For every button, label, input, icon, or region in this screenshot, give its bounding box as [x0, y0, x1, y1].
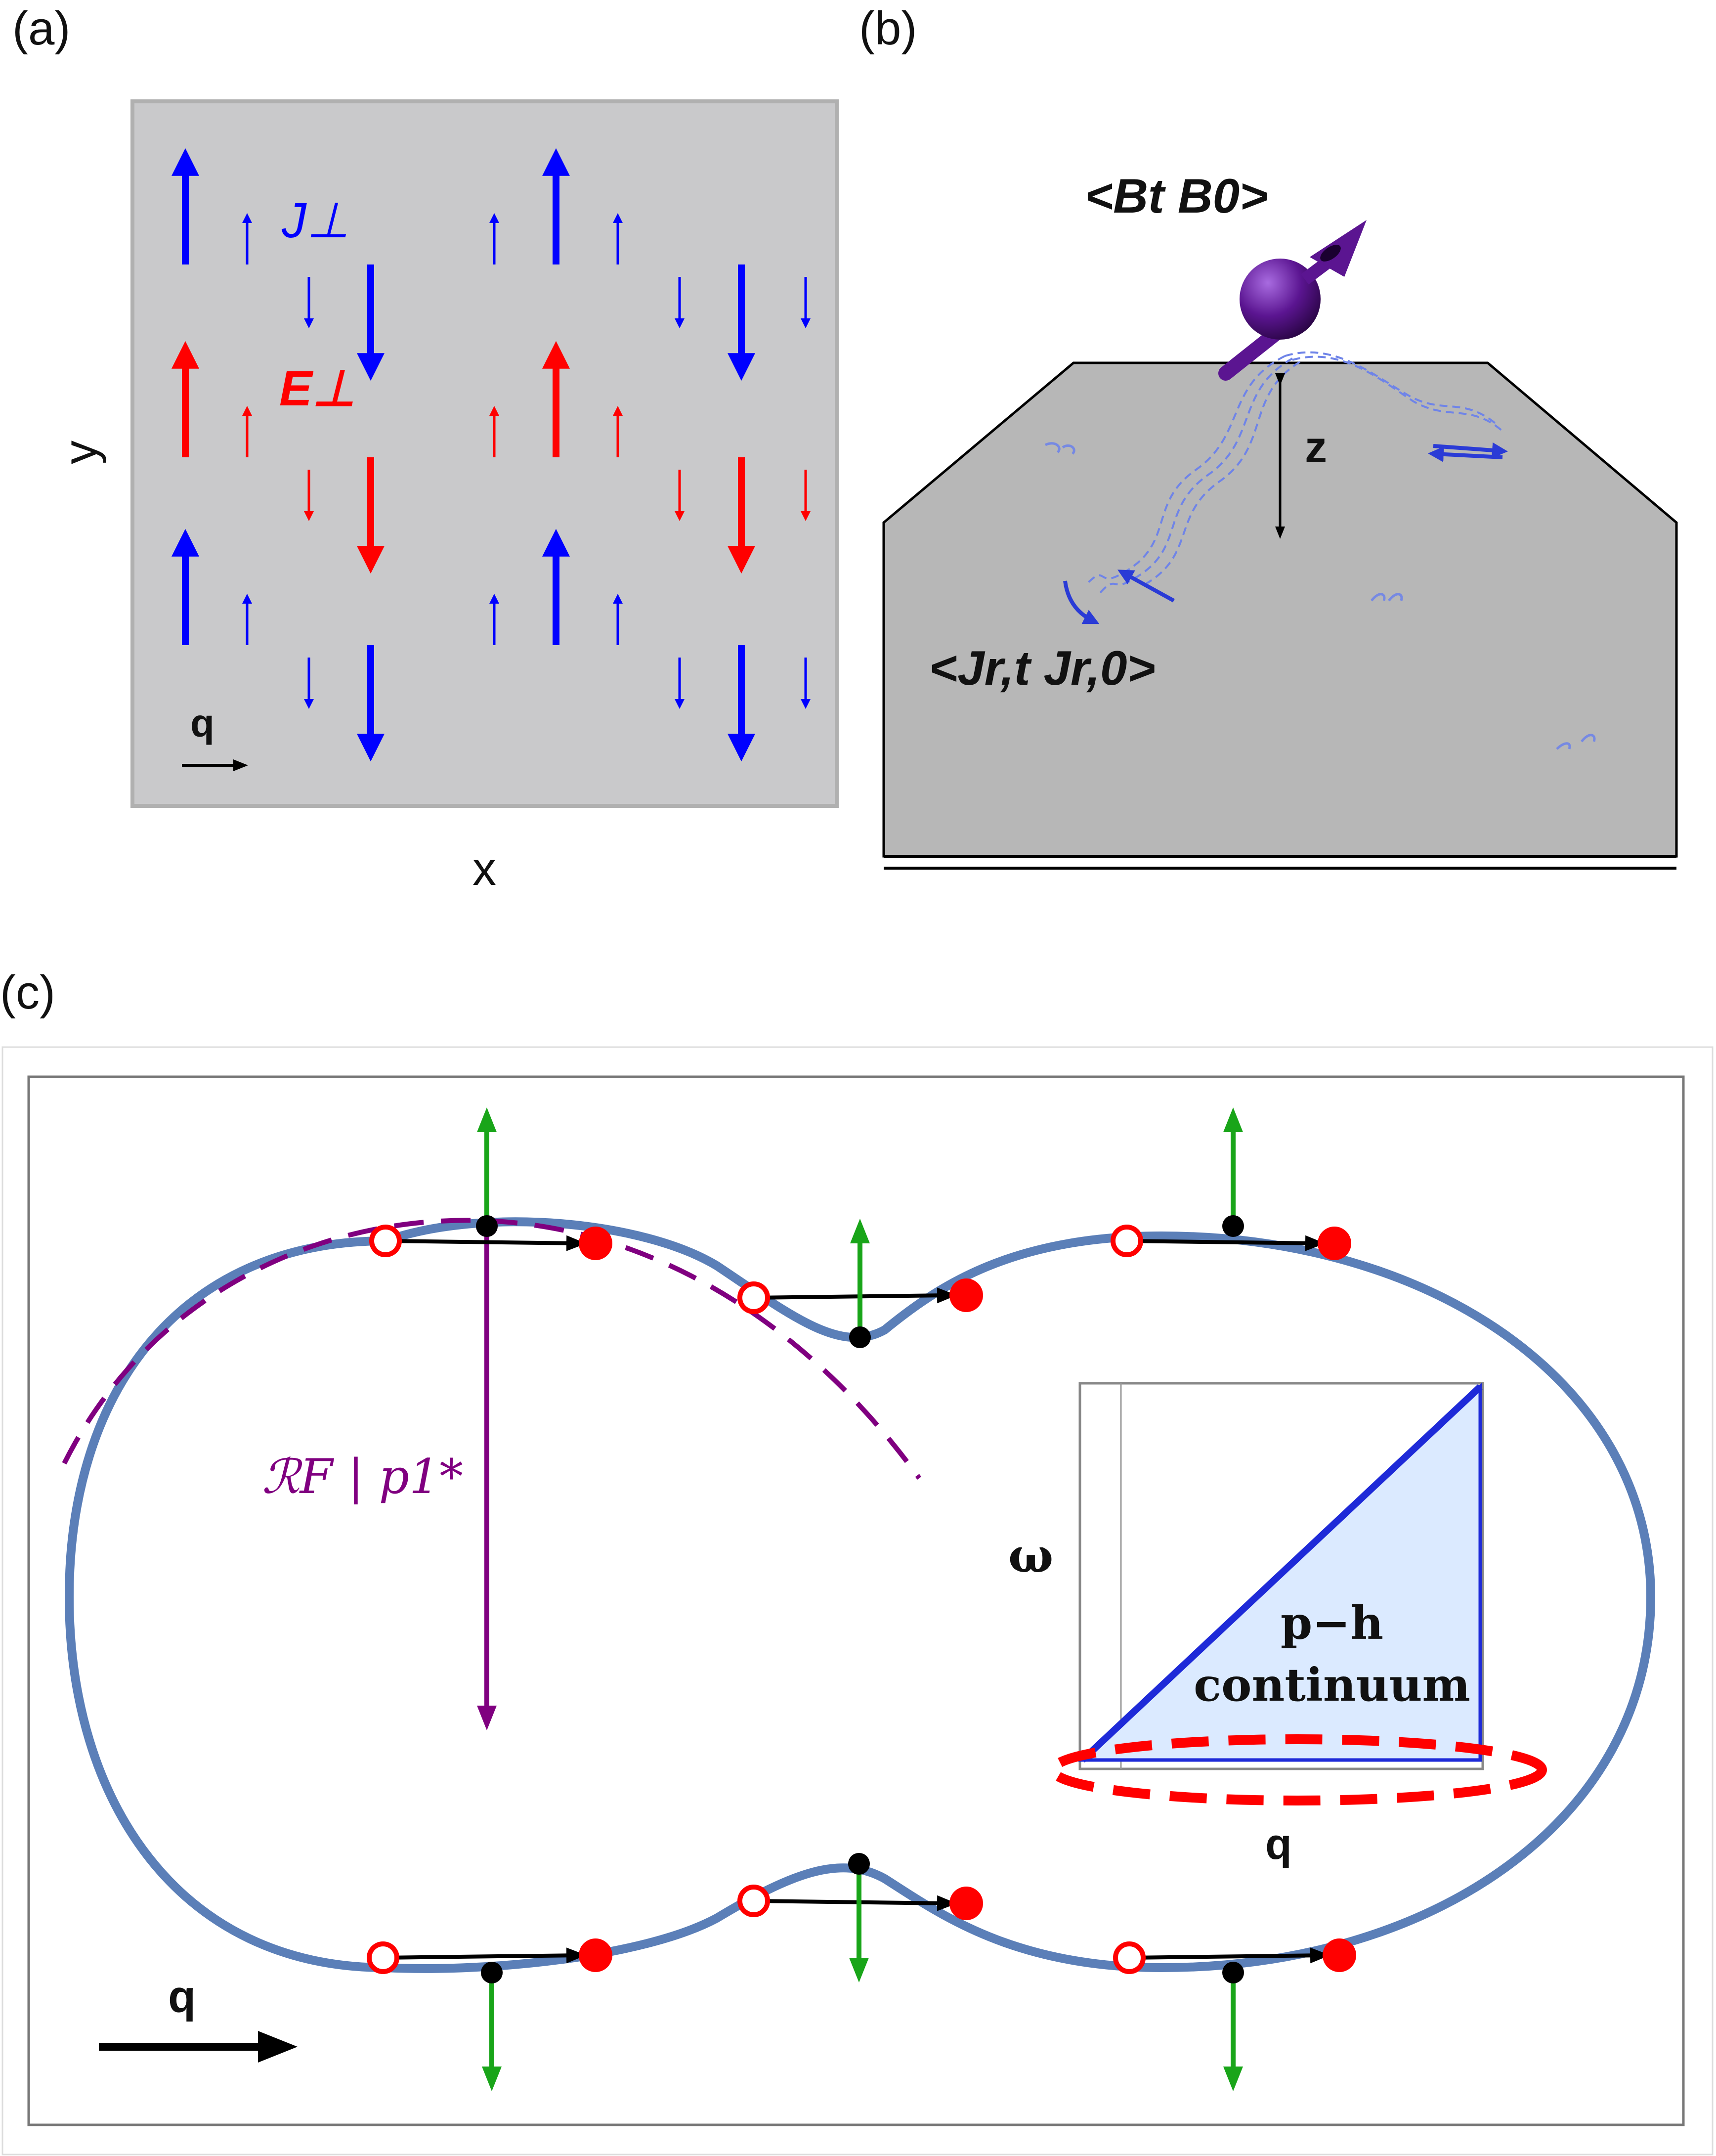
z-label: z — [1305, 423, 1327, 472]
midpoint-marker-2 — [1222, 1215, 1244, 1237]
panel-c-outer-frame — [1, 1046, 1714, 2156]
inset-q-label: q — [1265, 1819, 1292, 1868]
panel-b-label: (b) — [859, 2, 917, 55]
jj-correlator-label: <Jr,t Jr,0> — [929, 641, 1156, 695]
hole-marker-4 — [737, 1885, 770, 1917]
panel-c-label: (c) — [0, 966, 55, 1019]
particle-hole-arrows — [367, 1107, 1356, 2091]
x-axis-label: x — [472, 842, 496, 895]
q-label-a: q — [190, 701, 214, 745]
continuum-label-2: continuum — [1194, 1658, 1470, 1712]
y-axis-label: y — [54, 440, 107, 464]
particle-marker-3 — [579, 1938, 612, 1972]
particle-marker-2 — [1318, 1227, 1351, 1260]
panel-b: (b) z — [859, 2, 1678, 870]
current-loops — [1063, 442, 1508, 624]
hole-marker-2 — [1111, 1225, 1143, 1257]
midpoint-marker-1 — [849, 1326, 871, 1348]
momentum-transfer-arrow-5 — [1129, 1947, 1330, 1964]
curvature-label: ℛF | p1* — [262, 1449, 463, 1504]
continuum-edge — [1080, 1384, 1483, 1763]
spin-probe — [1218, 220, 1367, 381]
midpoint-marker-3 — [481, 1962, 503, 1983]
momentum-transfer-arrow-4 — [753, 1895, 957, 1911]
inset-plot: p−h continuum ω q — [1008, 1382, 1547, 1868]
inset-omega-label: ω — [1008, 1528, 1053, 1584]
midpoint-marker-0 — [476, 1215, 498, 1237]
midpoint-marker-5 — [1222, 1962, 1244, 1983]
current-trails — [1086, 351, 1503, 594]
field-label: E⊥ — [279, 361, 355, 416]
current-label: J⊥ — [281, 193, 349, 248]
hole-marker-1 — [737, 1281, 770, 1314]
hole-marker-5 — [1113, 1941, 1146, 1974]
panel-a-label: (a) — [12, 2, 70, 55]
particle-marker-5 — [1323, 1938, 1356, 1972]
momentum-transfer-arrow-1 — [753, 1287, 957, 1304]
midpoint-marker-4 — [848, 1853, 870, 1875]
curvature-circle-arc — [62, 1218, 922, 1480]
particle-marker-0 — [579, 1227, 612, 1260]
current-field-arrows — [172, 148, 811, 762]
bb-correlator-label: <Bt B0> — [1085, 169, 1268, 223]
panel-c-frame — [27, 1075, 1685, 2126]
hole-marker-0 — [369, 1225, 402, 1257]
particle-marker-1 — [949, 1278, 983, 1312]
panel-a-background — [130, 99, 839, 808]
hole-marker-3 — [367, 1941, 399, 1974]
panel-c: (c) ℛF | p1* p−h continuum ω q q — [0, 966, 1714, 2156]
momentum-transfer-arrow-2 — [1126, 1235, 1325, 1251]
momentum-transfer-arrow-3 — [383, 1947, 586, 1964]
particle-marker-4 — [949, 1887, 983, 1920]
q-label-c: q — [168, 1972, 196, 2022]
low-q-highlight — [1048, 1734, 1547, 1805]
momentum-transfer-arrow-0 — [385, 1235, 586, 1251]
faint-loops — [1044, 442, 1596, 750]
panel-a: (a) J⊥ E⊥ q y x — [12, 2, 839, 895]
continuum-label-1: p−h — [1281, 1596, 1383, 1650]
